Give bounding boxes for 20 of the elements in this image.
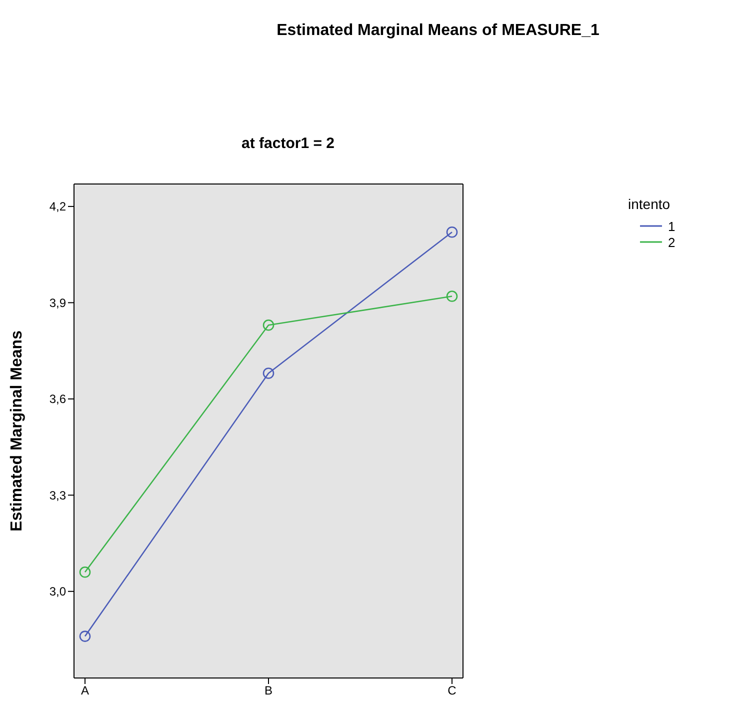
point — [446, 226, 458, 238]
y-tick-label: 3,9 — [49, 296, 66, 310]
point — [262, 319, 274, 331]
chart-subtitle: at factor1 = 2 — [240, 135, 336, 152]
point — [262, 368, 274, 379]
y-tick-label: 3,6 — [49, 392, 66, 406]
point — [79, 630, 91, 642]
chart-title: Estimated Marginal Means of MEASURE_1 — [276, 22, 600, 40]
y-tick-label: 3,3 — [49, 488, 66, 502]
y-tick-label: 3,0 — [49, 584, 66, 599]
x-tick-label: A — [80, 684, 90, 698]
legend-label: 1 — [668, 218, 676, 234]
legend-label: 2 — [668, 234, 676, 250]
y-tick-label: 4,2 — [49, 200, 66, 214]
x-tick-label: C — [448, 684, 457, 698]
point — [79, 566, 91, 578]
point — [446, 290, 458, 302]
y-axis-title: Estimated Marginal Means — [8, 330, 26, 532]
x-tick-label: B — [264, 684, 273, 698]
legend-title: intento — [628, 196, 672, 212]
